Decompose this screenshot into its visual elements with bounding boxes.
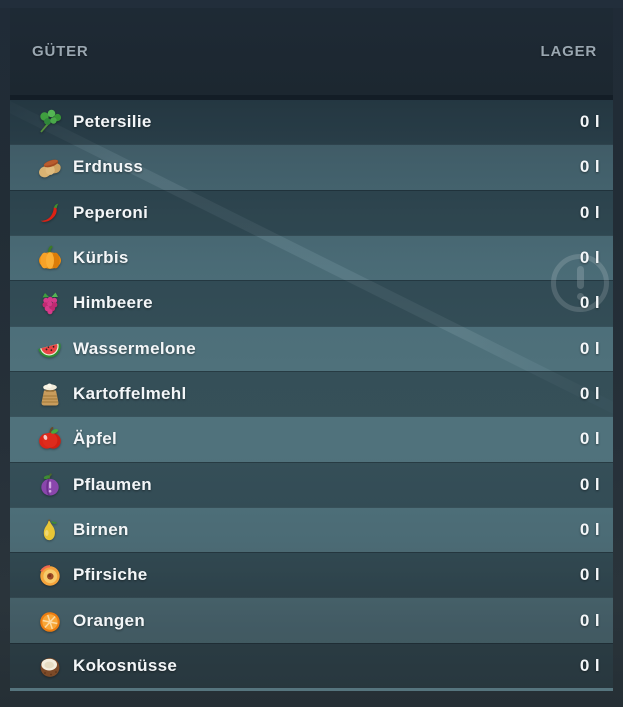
chili-pepper-icon <box>36 199 64 227</box>
storage-amount: 0 l <box>579 519 600 539</box>
peach-icon <box>36 561 64 589</box>
goods-column-header: GÜTER <box>32 43 89 60</box>
goods-name: Wassermelone <box>73 338 196 358</box>
goods-name: Pflaumen <box>73 474 152 494</box>
goods-name: Orangen <box>73 610 146 630</box>
goods-row-pfirsiche[interactable]: Pfirsiche 0 l <box>10 552 613 598</box>
header-divider <box>10 95 613 100</box>
coconut-icon <box>36 652 64 680</box>
goods-row-orangen[interactable]: Orangen 0 l <box>10 597 613 643</box>
pumpkin-icon <box>36 244 64 272</box>
goods-name: Kartoffelmehl <box>73 384 187 404</box>
goods-row-kartoffelmehl[interactable]: Kartoffelmehl 0 l <box>10 370 613 417</box>
storage-amount: 0 l <box>579 384 600 404</box>
goods-row-birnen[interactable]: Birnen 0 l <box>10 506 613 553</box>
goods-row-kokosnuesse[interactable]: Kokosnüsse 0 l <box>10 642 613 688</box>
goods-name: Himbeere <box>73 293 153 313</box>
storage-amount: 0 l <box>579 202 600 222</box>
goods-row-erdnuss[interactable]: Erdnuss 0 l <box>10 144 613 190</box>
orange-icon <box>36 607 64 635</box>
parsley-icon <box>36 108 64 136</box>
storage-amount: 0 l <box>579 248 600 268</box>
storage-amount: 0 l <box>579 293 600 313</box>
goods-row-kuerbis[interactable]: Kürbis 0 l <box>10 234 613 281</box>
storage-amount: 0 l <box>579 157 600 177</box>
goods-name: Birnen <box>73 519 129 539</box>
storage-amount: 0 l <box>579 565 600 585</box>
storage-amount: 0 l <box>579 112 600 132</box>
storage-column-header: LAGER <box>540 43 597 60</box>
goods-name: Pfirsiche <box>73 565 148 585</box>
storage-amount: 0 l <box>579 474 600 494</box>
goods-row-petersilie[interactable]: Petersilie 0 l <box>10 100 613 145</box>
top-edge-strip <box>0 0 623 8</box>
raspberry-icon <box>36 289 64 317</box>
plum-icon <box>36 471 64 499</box>
goods-storage-panel: GÜTER LAGER Petersilie 0 l <box>10 8 613 691</box>
storage-amount: 0 l <box>579 338 600 358</box>
goods-list: Petersilie 0 l Erdnuss 0 l <box>10 100 613 688</box>
watermelon-icon <box>36 335 64 363</box>
goods-row-aepfel[interactable]: Äpfel 0 l <box>10 416 613 462</box>
apple-icon <box>36 425 64 453</box>
goods-name: Erdnuss <box>73 157 144 177</box>
goods-name: Petersilie <box>73 112 152 132</box>
storage-amount: 0 l <box>579 655 600 675</box>
goods-name: Kokosnüsse <box>73 655 178 675</box>
goods-row-wassermelone[interactable]: Wassermelone 0 l <box>10 325 613 371</box>
peanut-icon <box>36 153 64 181</box>
goods-row-himbeere[interactable]: Himbeere 0 l <box>10 280 613 326</box>
goods-name: Kürbis <box>73 248 129 268</box>
goods-name: Äpfel <box>73 429 117 449</box>
goods-row-pflaumen[interactable]: Pflaumen 0 l <box>10 461 613 507</box>
panel-bottom-divider <box>10 688 613 691</box>
storage-amount: 0 l <box>579 429 600 449</box>
storage-amount: 0 l <box>579 610 600 630</box>
flour-sack-icon <box>36 380 64 408</box>
goods-row-peperoni[interactable]: Peperoni 0 l <box>10 189 613 235</box>
pear-icon <box>36 516 64 544</box>
goods-name: Peperoni <box>73 202 149 222</box>
table-header: GÜTER LAGER <box>10 8 613 95</box>
